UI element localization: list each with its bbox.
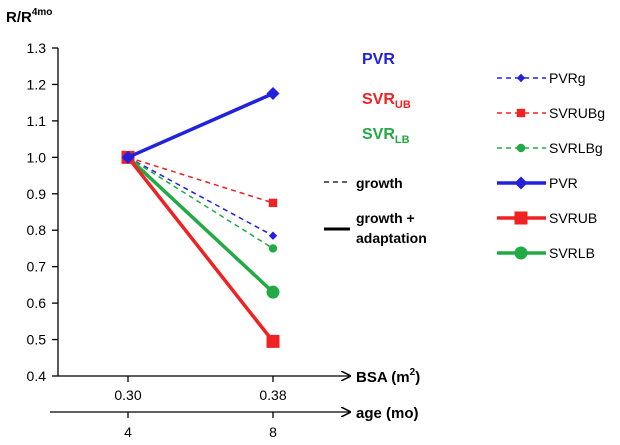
y-tick-label: 0.4 — [27, 368, 47, 384]
data-point-svrlb — [266, 285, 280, 299]
legend-label: SVRUBg — [549, 105, 605, 121]
annotation-svrub-base: SVR — [362, 91, 395, 108]
data-point-svrub — [266, 334, 280, 348]
legend-item-pvr: PVR — [497, 175, 578, 191]
legend-item-pvrg: PVRg — [497, 70, 586, 86]
y-axis-title-sup: 4mo — [32, 7, 53, 18]
x-axis-title: BSA (m2) — [356, 367, 420, 386]
x2-tick-label: 4 — [124, 424, 132, 440]
x-axis-title-base: BSA (m — [356, 369, 410, 386]
y-tick-label: 1.0 — [27, 149, 47, 165]
data-point-pvr — [266, 87, 280, 101]
annotation-svrlb: SVRLB — [362, 126, 410, 146]
x2-tick-label: 8 — [269, 424, 277, 440]
series-svrlb — [121, 150, 280, 299]
legend-label: SVRLBg — [549, 140, 603, 156]
y-tick-label: 1.3 — [27, 40, 47, 56]
legend-item-svrlb: SVRLB — [497, 245, 595, 261]
annotation-svrlb-sub: LB — [395, 134, 410, 146]
legend-label: PVRg — [549, 70, 586, 86]
x-tick-label: 0.38 — [259, 387, 286, 403]
series-line-pvrg — [127, 156, 274, 237]
x2-axis-title: age (mo) — [356, 405, 419, 422]
y-tick-label: 0.6 — [27, 295, 47, 311]
legend-swatch-marker — [514, 211, 528, 225]
series-layer — [121, 87, 280, 348]
key-growth-adapt-label-2: adaptation — [356, 230, 427, 246]
key-growth-adapt-label-1: growth + — [356, 210, 415, 226]
legend-label: SVRUB — [549, 210, 597, 226]
annotation-svrlb-base: SVR — [362, 126, 395, 143]
legend-swatch-marker — [514, 246, 528, 260]
legend-swatch-marker — [516, 73, 526, 83]
series-line-pvr — [127, 91, 274, 159]
legend-item-svrubg: SVRUBg — [497, 105, 605, 121]
series-line-svrlb — [126, 156, 275, 294]
legend-label: SVRLB — [549, 245, 595, 261]
annotation-pvr: PVR — [362, 51, 395, 68]
legend-swatch-marker — [516, 108, 526, 118]
y-axis-title-base: R/R — [6, 9, 32, 26]
x-tick-label: 0.30 — [114, 387, 141, 403]
legend-item-svrub: SVRUB — [497, 210, 597, 226]
y-axis-title: R/R4mo — [6, 7, 52, 26]
key-growth-label: growth — [356, 175, 403, 191]
series-line-svrub — [126, 156, 275, 343]
y-tick-label: 1.1 — [27, 113, 47, 129]
x-ticks: 0.30 0.38 4 8 — [114, 376, 287, 440]
series-pvr — [121, 87, 280, 164]
data-point-svrlbg — [268, 244, 278, 253]
y-tick-label: 0.7 — [27, 259, 47, 275]
y-ticks: 0.4 0.5 0.6 0.7 0.8 0.9 1.0 1.1 1.2 1.3 — [27, 40, 58, 384]
y-tick-label: 0.5 — [27, 332, 47, 348]
series-line-svrubg — [127, 156, 274, 204]
y-tick-label: 0.9 — [27, 186, 47, 202]
data-point-pvrg — [268, 231, 278, 240]
x-axis-title-end: ) — [415, 369, 420, 386]
data-point-svrubg — [268, 198, 278, 208]
annotation-svrub: SVRUB — [362, 91, 411, 111]
y-tick-label: 0.8 — [27, 222, 47, 238]
annotation-svrub-sub: UB — [395, 99, 411, 111]
x-axis-title-sup: 2 — [410, 367, 416, 378]
data-point-pvr — [121, 150, 135, 164]
legend: PVRg SVRUBg SVRLBg PVR SVRUB SVRLB — [497, 70, 605, 261]
legend-swatch-marker — [514, 176, 528, 190]
y-tick-label: 1.2 — [27, 76, 47, 92]
legend-item-svrlbg: SVRLBg — [497, 140, 603, 156]
legend-label: PVR — [549, 175, 578, 191]
legend-swatch-marker — [516, 143, 526, 153]
series-line-svrlbg — [127, 156, 274, 250]
